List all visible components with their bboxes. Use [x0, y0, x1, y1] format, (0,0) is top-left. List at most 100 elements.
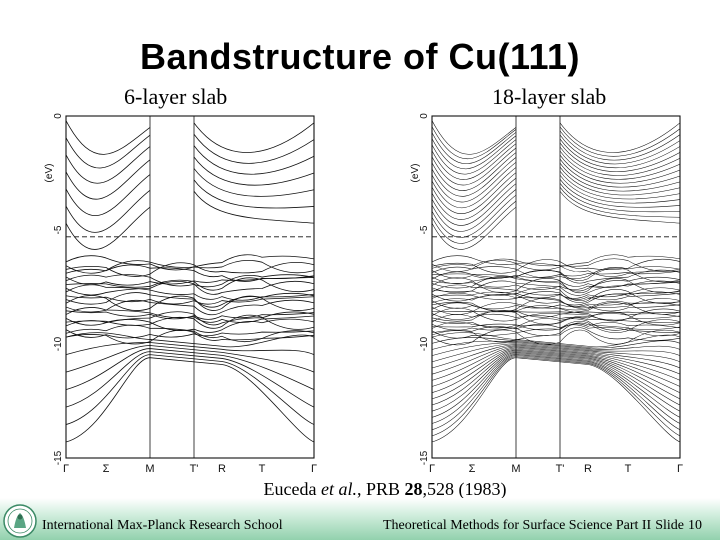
y-axis-label: (eV) — [44, 164, 55, 183]
sp-band — [431, 170, 681, 220]
d-band — [431, 307, 681, 322]
citation-caption: Euceda et al., PRB 28,528 (1983) — [0, 479, 720, 500]
sp-band — [431, 146, 681, 186]
band-plot-6-layer-svg: (eV)0-5-10-15Γ Σ M T' R T Γ — [44, 113, 317, 475]
y-tick-label: -10 — [53, 336, 64, 351]
sp-band — [431, 134, 681, 170]
sp-band — [431, 120, 681, 155]
sp-band — [65, 156, 315, 200]
s-band — [431, 332, 681, 348]
sp-band — [431, 166, 681, 214]
d-band — [431, 267, 681, 283]
y-tick-label: -5 — [419, 225, 430, 234]
y-tick-label: -15 — [53, 450, 64, 465]
caption-etal: et al. — [320, 479, 357, 499]
sp-band — [431, 162, 681, 208]
plot-frame — [65, 115, 315, 459]
sp-band — [431, 138, 681, 175]
s-band — [65, 342, 315, 356]
y-tick-label: -15 — [419, 450, 430, 465]
k-point-label: T — [625, 463, 632, 475]
s-band — [65, 351, 315, 408]
k-point-label: Γ — [677, 463, 683, 475]
footer-course-title: Theoretical Methods for Surface Science … — [382, 518, 652, 533]
d-band — [431, 319, 681, 333]
k-point-label: R — [218, 463, 226, 475]
s-band — [431, 340, 681, 350]
k-point-label: Γ — [63, 463, 69, 475]
sp-band — [65, 168, 315, 216]
s-band — [431, 357, 681, 443]
footer-slide-label: Slide — [655, 518, 684, 533]
s-band — [431, 353, 681, 418]
s-band — [431, 337, 681, 349]
d-band — [431, 311, 681, 329]
sp-band — [431, 179, 681, 232]
d-band — [65, 280, 315, 296]
s-band — [65, 348, 315, 390]
d-band — [65, 292, 315, 308]
band-plot-6-layer: (eV) 0 -5 -10 -15 Γ Σ M T' R T Γ — [44, 108, 324, 481]
s-band — [431, 352, 681, 412]
y-tick-label: 0 — [53, 113, 64, 119]
s-band — [431, 346, 681, 381]
slide-title: Bandstructure of Cu(111) — [139, 36, 581, 77]
k-point-label: Γ — [429, 463, 435, 475]
y-axis-label: (eV) — [410, 164, 421, 183]
sp-band — [431, 183, 681, 238]
band-lines — [65, 120, 315, 443]
s-band — [431, 344, 681, 369]
sp-band — [431, 187, 681, 244]
k-point-label: Σ — [103, 463, 110, 475]
y-tick-label: 0 — [419, 113, 430, 119]
footer-slide-number: 10 — [688, 518, 702, 533]
footer-school: International Max-Planck Research School — [42, 518, 283, 533]
footer-bar: International Max-Planck Research School… — [0, 498, 720, 540]
s-band — [431, 356, 681, 437]
sp-band — [431, 191, 681, 250]
caption-rest: ,528 (1983) — [422, 479, 507, 499]
k-point-label: M — [145, 463, 154, 475]
s-band — [65, 354, 315, 425]
s-band — [431, 349, 681, 400]
k-point-label: R — [584, 463, 592, 475]
k-point-label: T' — [556, 463, 565, 475]
sp-band — [65, 191, 315, 250]
sp-band — [431, 158, 681, 203]
sp-band — [65, 179, 315, 233]
s-band — [65, 332, 315, 348]
left-panel-label: 6-layer slab — [124, 84, 228, 109]
k-point-label: Γ — [311, 463, 317, 475]
sp-band — [431, 150, 681, 191]
s-band — [65, 357, 315, 443]
s-band — [65, 345, 315, 373]
s-band — [431, 343, 681, 363]
y-tick-label: -5 — [53, 225, 64, 234]
s-band — [431, 350, 681, 406]
caption-journal: , PRB — [356, 479, 400, 499]
s-band — [431, 345, 681, 375]
k-point-label: T' — [190, 463, 199, 475]
sp-band — [431, 126, 681, 160]
band-lines — [431, 120, 681, 443]
sp-band — [65, 134, 315, 169]
band-plot-18-layer: (eV) 0 -5 -10 -15 Γ Σ M T' R T Γ — [410, 108, 690, 481]
y-tick-label: -10 — [419, 336, 430, 351]
k-point-label: M — [511, 463, 520, 475]
k-point-label: T — [259, 463, 266, 475]
sp-band — [65, 145, 315, 184]
sp-band — [431, 174, 681, 226]
footer-course: Theoretical Methods for Surface Science … — [379, 518, 702, 534]
plot-frame — [431, 115, 681, 459]
caption-authors: Euceda — [263, 479, 317, 499]
s-band — [431, 342, 681, 356]
right-panel-label: 18-layer slab — [492, 84, 607, 109]
max-planck-logo-icon — [3, 504, 37, 538]
sp-band — [431, 142, 681, 180]
d-band — [65, 284, 315, 301]
sp-band — [431, 154, 681, 197]
s-band — [431, 347, 681, 387]
d-band — [431, 277, 681, 294]
band-plot-18-layer-svg: (eV)0-5-10-15Γ Σ M T' R T Γ — [410, 113, 683, 475]
caption-volume: 28 — [404, 479, 423, 499]
